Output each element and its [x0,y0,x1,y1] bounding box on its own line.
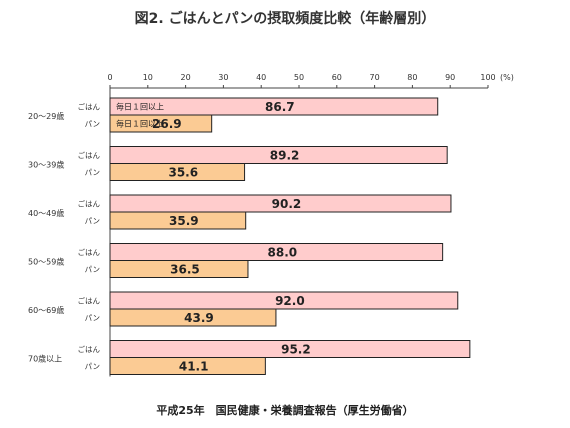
x-tick-label: 20 [181,73,191,82]
chart-title: 図2. ごはんとパンの摂取頻度比較（年齢層別） [134,11,436,27]
series-label: ごはん [78,150,101,160]
value-label: 90.2 [272,197,302,211]
age-group-label: 20～29歳 [28,111,64,121]
value-label: 35.9 [169,214,199,228]
bar [109,340,471,358]
value-label: 35.6 [168,166,198,180]
bar [109,211,247,230]
bar [109,194,452,213]
source-note: 平成25年 国民健康・栄養調査報告（厚生労働省） [156,404,414,417]
bar-annotation: 毎日１回以上 [116,102,164,112]
x-tick-label: 10 [143,73,153,82]
bar [109,308,277,327]
bar [109,163,246,181]
series-label: パン [85,362,100,371]
x-tick-label: 0 [107,73,112,82]
value-label: 92.0 [275,294,305,308]
value-label: 26.9 [152,117,182,131]
age-group-label: 30～39歳 [28,160,64,170]
x-tick-label: 40 [256,73,266,82]
series-label: ごはん [78,247,101,257]
series-label: ごはん [78,344,101,354]
series-label: パン [85,120,100,129]
value-label: 95.2 [281,343,311,357]
bar [109,146,448,164]
value-label: 36.5 [170,263,200,277]
series-label: パン [85,314,100,323]
bar [109,243,444,261]
bar [109,291,459,310]
x-tick-label: 90 [445,73,455,82]
x-axis-unit: (%) [500,73,514,82]
series-label: ごはん [78,102,101,112]
value-label: 86.7 [265,100,295,114]
age-group-label: 50～59歳 [28,257,64,267]
bar-annotation: 毎日１回以上 [116,119,164,129]
x-tick-label: 80 [407,73,417,82]
bar [109,97,439,116]
value-label: 41.1 [179,360,209,374]
x-tick-label: 60 [332,73,342,82]
x-tick-label: 100 [480,73,495,82]
age-group-label: 70歳以上 [28,354,62,364]
age-group-label: 60～69歳 [28,305,64,315]
x-tick-label: 30 [218,73,228,82]
series-label: ごはん [78,199,101,209]
series-label: パン [85,168,100,177]
bar [109,260,249,278]
bar [109,114,213,133]
bar [109,357,266,375]
x-tick-label: 70 [370,73,380,82]
value-label: 89.2 [270,149,300,163]
series-label: パン [85,265,100,274]
x-tick-label: 50 [294,73,304,82]
value-label: 43.9 [184,311,214,325]
series-label: パン [85,217,100,226]
series-label: ごはん [78,296,101,306]
value-label: 88.0 [268,246,298,260]
age-group-label: 40～49歳 [28,208,64,218]
